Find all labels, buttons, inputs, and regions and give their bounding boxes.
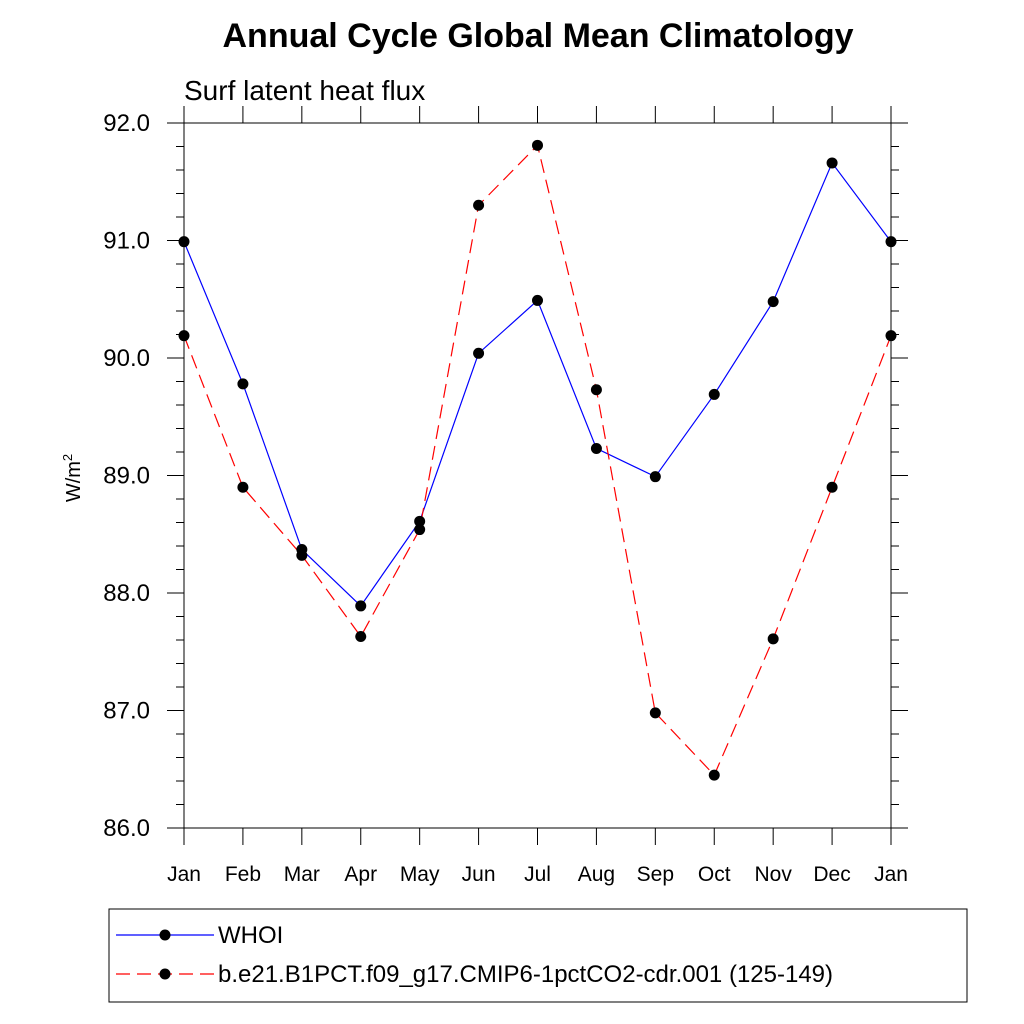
data-point-series-2: [826, 481, 838, 493]
x-tick-label: Dec: [813, 863, 850, 886]
y-axis-label-sup: 2: [60, 454, 75, 461]
x-tick-label: Mar: [284, 863, 320, 886]
data-point-series-1: [178, 236, 190, 248]
x-tick-label: Jun: [462, 863, 496, 886]
legend-marker-2: [159, 968, 171, 980]
x-tick-labels: Jan Feb Mar Apr May Jun Jul Aug Sep Oct Nov Dec Jan: [167, 863, 908, 886]
data-point-series-1: [532, 294, 543, 306]
data-point-series-2: [473, 199, 485, 211]
data-point-series-2: [414, 524, 426, 536]
data-point-series-2: [767, 633, 779, 645]
data-point-series-1: [826, 157, 838, 169]
series-line-2: [183, 144, 892, 777]
data-point-series-2: [237, 481, 249, 493]
data-point-series-1: [473, 347, 485, 359]
data-point-series-1: [590, 442, 602, 454]
data-point-series-2: [355, 630, 367, 642]
legend: WHOI b.e21.B1PCT.f09_g17.CMIP6-1pctCO2-cd…: [116, 922, 833, 988]
y-tick-label: 91.0: [103, 228, 150, 255]
data-point-series-1: [767, 296, 779, 308]
y-tick-label: 86.0: [103, 815, 150, 842]
legend-box: [108, 908, 968, 1003]
legend-label-1: WHOI: [218, 922, 283, 949]
x-tick-label: Jul: [524, 863, 551, 886]
y-tick-label: 89.0: [103, 463, 150, 490]
x-tick-label: Sep: [637, 863, 674, 886]
y-axis-label: W/m2: [60, 454, 85, 502]
x-tick-label: Jan: [874, 863, 908, 886]
legend-marker-1: [159, 929, 171, 941]
chart-title: Annual Cycle Global Mean Climatology: [223, 17, 854, 55]
chart-subtitle: Surf latent heat flux: [184, 75, 425, 106]
series-layer: [178, 139, 897, 781]
plot-frame: [183, 122, 892, 829]
data-point-series-2: [590, 384, 602, 396]
data-point-series-2: [296, 549, 308, 561]
x-tick-label: Aug: [578, 863, 615, 886]
y-tick-label: 87.0: [103, 698, 150, 725]
x-tick-label: May: [400, 863, 440, 886]
x-tick-label: Nov: [754, 863, 792, 886]
data-point-series-2: [708, 769, 720, 781]
legend-label-2: b.e21.B1PCT.f09_g17.CMIP6-1pctCO2-cdr.00…: [218, 961, 833, 988]
series-line-1: [183, 161, 892, 607]
data-point-series-1: [237, 378, 249, 390]
axis-ticks: [167, 106, 908, 845]
data-point-series-1: [885, 236, 897, 248]
x-tick-label: Oct: [698, 863, 731, 886]
y-tick-label: 92.0: [103, 110, 150, 137]
y-axis-label-base: W/m: [63, 461, 85, 502]
data-point-series-2: [532, 139, 543, 151]
x-tick-label: Feb: [225, 863, 261, 886]
x-tick-label: Jan: [167, 863, 201, 886]
data-point-series-2: [178, 330, 190, 342]
y-tick-label: 90.0: [103, 345, 150, 372]
data-point-series-2: [649, 707, 661, 719]
y-tick-label: 88.0: [103, 580, 150, 607]
x-tick-label: Apr: [344, 863, 377, 886]
data-point-series-1: [649, 471, 661, 483]
data-point-series-1: [708, 388, 720, 400]
data-point-series-2: [885, 330, 897, 342]
data-point-series-1: [414, 515, 426, 527]
y-tick-labels: 92.0 91.0 90.0 89.0 88.0 87.0 86.0: [103, 110, 150, 842]
data-point-series-1: [355, 600, 367, 612]
